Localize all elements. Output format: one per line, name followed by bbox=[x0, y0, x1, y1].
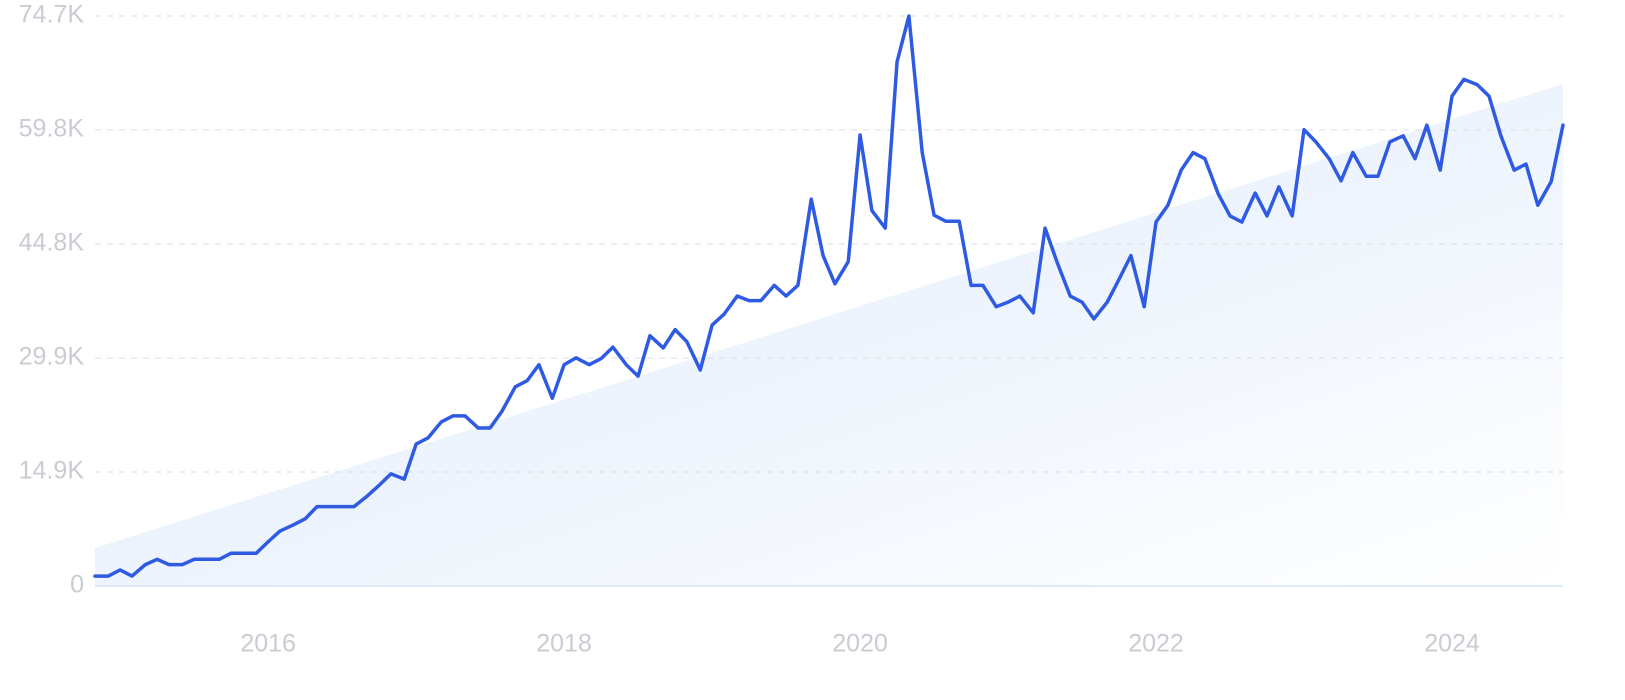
line bbox=[93, 14, 1565, 578]
y-tick-label: 14.9K bbox=[19, 457, 85, 485]
x-tick-label: 2016 bbox=[240, 630, 296, 658]
y-tick-label: 44.8K bbox=[19, 229, 85, 257]
y-tick-label: 29.9K bbox=[19, 343, 85, 371]
x-tick-label: 2018 bbox=[536, 630, 592, 658]
x-tick-label: 2022 bbox=[1128, 630, 1184, 658]
y-tick-label: 0 bbox=[70, 571, 84, 599]
y-tick-label: 74.7K bbox=[19, 1, 85, 29]
x-tick-label: 2020 bbox=[832, 630, 888, 658]
x-tick-label: 2024 bbox=[1424, 630, 1480, 658]
trend-area bbox=[95, 83, 1563, 586]
y-tick-label: 59.8K bbox=[19, 115, 85, 143]
